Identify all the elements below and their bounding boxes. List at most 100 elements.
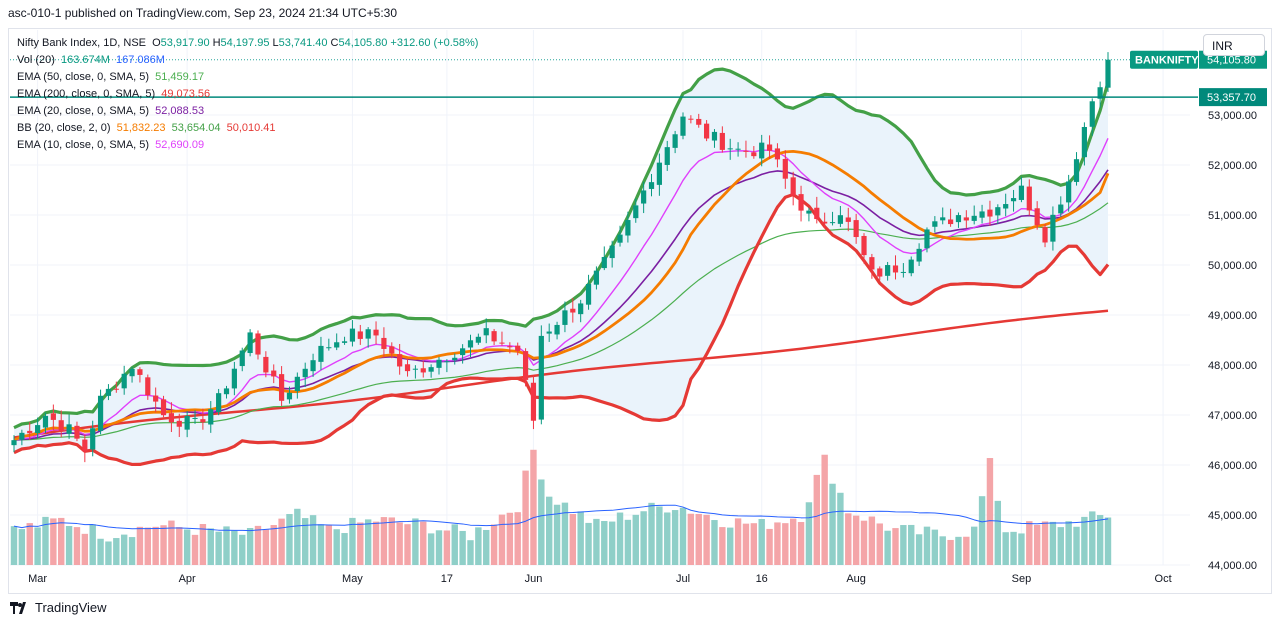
volume-bar — [506, 512, 514, 565]
candle-body — [861, 235, 867, 256]
candle-body — [837, 215, 844, 224]
candle-body — [704, 123, 710, 139]
volume-bar — [483, 529, 490, 565]
legend-row-ema10[interactable]: EMA (10, close, 0, SMA, 5) 52,690.09 — [17, 139, 205, 151]
volume-bar — [309, 515, 317, 565]
x-tick-label: Apr — [179, 573, 196, 585]
volume-bar — [915, 534, 923, 565]
volume-bar — [679, 507, 687, 565]
x-tick-label: 17 — [441, 573, 453, 585]
volume-bar — [963, 536, 970, 565]
ohlc-value: H54,197.95 — [212, 37, 270, 49]
volume-bar — [388, 517, 395, 565]
y-tick-label: 48,000.00 — [1208, 360, 1257, 372]
x-tick-label: 16 — [756, 573, 768, 585]
volume-bar — [286, 514, 293, 565]
volume-bar — [412, 518, 419, 565]
currency-button[interactable]: INR — [1203, 34, 1265, 56]
volume-bar — [333, 529, 340, 565]
volume-bar — [191, 534, 199, 565]
volume-bar — [845, 513, 852, 565]
legend-row-bb[interactable]: BB (20, close, 2, 0) 51,832.23 53,654.04… — [17, 122, 276, 134]
candle-body — [782, 158, 788, 179]
candle-body — [822, 221, 828, 224]
volume-bar — [254, 525, 262, 565]
candle-body — [160, 399, 167, 416]
candle-body — [97, 395, 104, 431]
volume-bar — [475, 527, 482, 565]
y-tick-label: 46,000.00 — [1208, 460, 1257, 472]
candle-body — [625, 220, 631, 236]
candle-body — [499, 342, 505, 344]
volume-bar — [1104, 517, 1112, 565]
volume-bar — [900, 525, 907, 565]
ohlc-value: O53,917.90 — [152, 37, 210, 49]
ema10-line — [13, 137, 1109, 441]
candle-body — [263, 356, 269, 373]
candle-body — [633, 205, 639, 219]
x-tick-label: Jul — [676, 573, 690, 585]
volume-bar — [1096, 515, 1104, 565]
candle-body — [255, 333, 261, 355]
volume-bar — [294, 508, 301, 565]
candle-body — [515, 345, 521, 351]
volume-bar — [538, 479, 545, 565]
volume-bar — [1010, 531, 1017, 565]
candle-body — [231, 368, 237, 389]
bollinger-band-fill — [14, 69, 1108, 465]
volume-bar — [65, 525, 73, 565]
candle-body — [467, 340, 474, 348]
x-tick-label: May — [342, 573, 363, 585]
candle-body — [491, 331, 497, 342]
ohlc-value: +312.60 (+0.58%) — [390, 37, 479, 49]
candle-body — [924, 229, 930, 249]
legend-row-ema200[interactable]: EMA (200, close, 0, SMA, 5) 49,073.56 — [17, 88, 211, 100]
volume-bar — [105, 541, 112, 565]
volume-bar — [939, 536, 946, 565]
candle-body — [947, 219, 954, 225]
candle-body — [145, 377, 151, 396]
level-price-box — [1199, 88, 1267, 107]
legend-row-volume[interactable]: Vol (20) 163.674M 167.086M — [17, 54, 165, 66]
legend-row-ema50[interactable]: EMA (50, close, 0, SMA, 5) 51,459.17 — [17, 71, 205, 83]
candle-body — [601, 256, 607, 269]
candle-body — [971, 215, 977, 221]
volume-bar — [577, 511, 584, 565]
y-tick-label: 52,000.00 — [1208, 160, 1257, 172]
candle-body — [940, 217, 946, 221]
candle-body — [735, 148, 741, 150]
volume-bar — [1049, 521, 1057, 565]
candle-body — [58, 420, 64, 432]
x-tick-label: Sep — [1012, 573, 1032, 585]
volume-bar — [176, 527, 183, 565]
candle-body — [609, 245, 615, 259]
volume-bar — [624, 519, 632, 565]
candle-body — [900, 271, 906, 273]
candle-body — [35, 425, 41, 434]
volume-bar — [144, 527, 151, 565]
volume-bar — [876, 523, 883, 565]
candle-body — [932, 221, 938, 227]
volume-bar — [908, 524, 915, 565]
volume-bar — [490, 524, 498, 565]
candle-body — [1097, 87, 1103, 99]
x-tick-label: Mar — [28, 573, 47, 585]
volume-bar — [18, 529, 26, 565]
candle-body — [853, 220, 859, 238]
volume-bar — [608, 521, 616, 565]
legend-row-symbol[interactable]: Nifty Bank Index, 1D, NSE O53,917.90 H54,… — [17, 37, 479, 49]
volume-bar — [585, 522, 592, 565]
volume-bar — [711, 520, 718, 565]
candle-body — [1105, 59, 1111, 88]
volume-bar — [868, 516, 876, 565]
candle-body — [168, 413, 175, 423]
y-tick-label: 50,000.00 — [1208, 260, 1257, 272]
candle-body — [656, 162, 662, 185]
candle-body — [278, 374, 285, 401]
legend-row-ema20[interactable]: EMA (20, close, 0, SMA, 5) 52,088.53 — [17, 105, 205, 117]
volume-bar — [719, 527, 726, 565]
volume-bar — [727, 527, 734, 565]
volume-bar — [349, 517, 356, 565]
volume-bar — [215, 531, 222, 565]
